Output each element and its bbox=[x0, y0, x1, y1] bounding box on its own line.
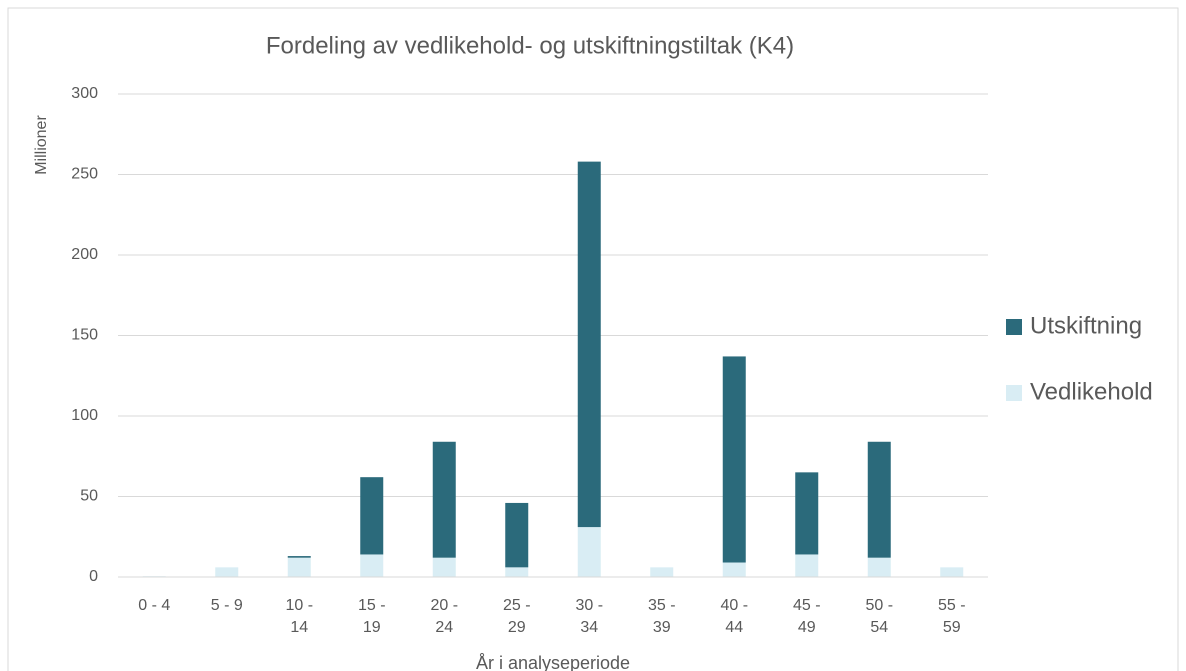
bar-segment bbox=[432, 557, 456, 577]
legend-swatch bbox=[1006, 385, 1022, 401]
bar-segment bbox=[940, 567, 964, 577]
y-tick-label: 250 bbox=[71, 166, 98, 183]
x-tick-label: 50 - 54 bbox=[865, 597, 894, 636]
x-tick-label: 5 - 9 bbox=[210, 597, 243, 614]
bar-segment bbox=[867, 557, 891, 577]
y-tick-label: 150 bbox=[71, 327, 98, 344]
bar-segment bbox=[867, 441, 891, 558]
chart-border bbox=[7, 7, 1179, 671]
bar-segment bbox=[432, 441, 456, 558]
x-tick-label: 25 - 29 bbox=[502, 597, 531, 636]
y-axis-title: Millioner bbox=[33, 115, 50, 175]
bar-segment bbox=[215, 567, 239, 577]
bar-segment bbox=[287, 557, 311, 577]
bar-segment bbox=[577, 527, 601, 577]
y-tick-label: 200 bbox=[71, 246, 98, 263]
x-axis-title: År i analyseperiode bbox=[476, 653, 630, 671]
bar-segment bbox=[722, 562, 746, 577]
legend-label: Vedlikehold bbox=[1030, 378, 1153, 405]
bar-segment bbox=[795, 554, 819, 577]
legend-label: Utskiftning bbox=[1030, 312, 1142, 339]
bar-segment bbox=[505, 502, 529, 568]
y-tick-label: 100 bbox=[71, 407, 98, 424]
y-tick-label: 50 bbox=[80, 488, 98, 505]
bar-segment bbox=[287, 556, 311, 558]
bar-segment bbox=[795, 472, 819, 555]
x-tick-label: 10 - 14 bbox=[285, 597, 314, 636]
x-tick-label: 40 - 44 bbox=[720, 597, 749, 636]
y-tick-label: 300 bbox=[71, 85, 98, 102]
x-tick-label: 45 - 49 bbox=[792, 597, 821, 636]
bar-segment bbox=[722, 356, 746, 563]
x-tick-label: 30 - 34 bbox=[575, 597, 604, 636]
x-tick-label: 55 - 59 bbox=[937, 597, 966, 636]
chart-title: Fordeling av vedlikehold- og utskiftning… bbox=[266, 32, 794, 59]
bar-segment bbox=[505, 567, 529, 577]
x-tick-label: 20 - 24 bbox=[430, 597, 459, 636]
x-tick-label: 35 - 39 bbox=[647, 597, 676, 636]
x-tick-label: 15 - 19 bbox=[357, 597, 386, 636]
x-tick-label: 0 - 4 bbox=[138, 597, 171, 614]
bar-segment bbox=[650, 567, 674, 577]
bar-segment bbox=[577, 161, 601, 528]
y-tick-label: 0 bbox=[89, 568, 98, 585]
bar-segment bbox=[360, 477, 384, 555]
bar-segment bbox=[360, 554, 384, 577]
legend-swatch bbox=[1006, 319, 1022, 335]
